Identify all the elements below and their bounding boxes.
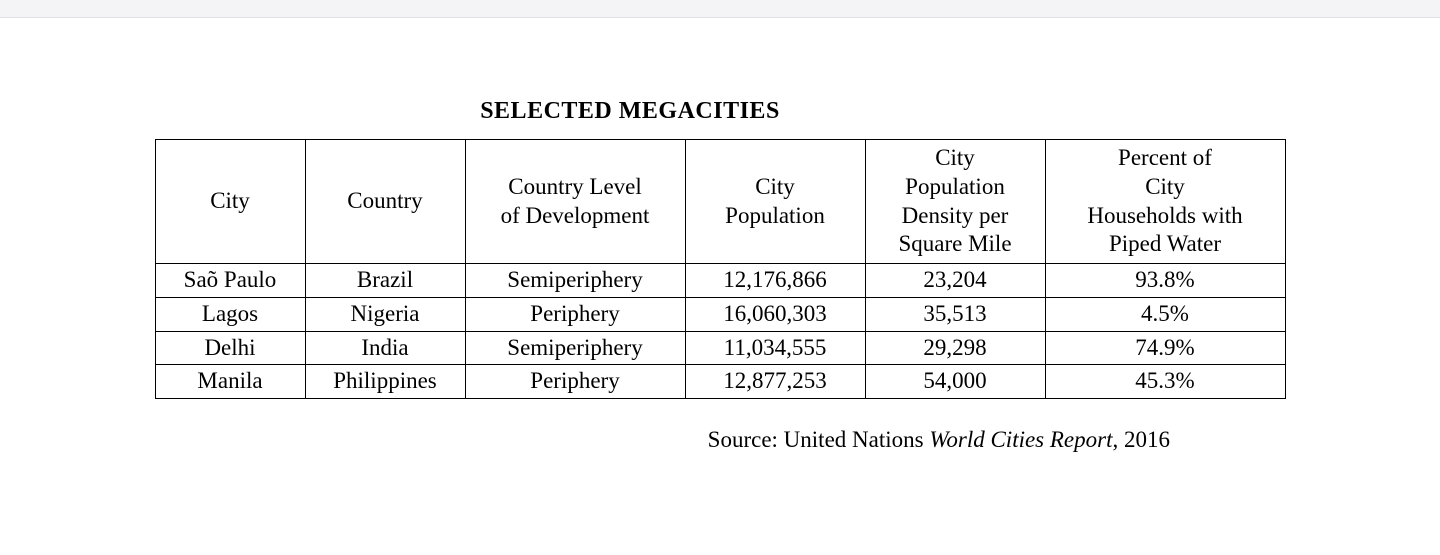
table-row: Lagos Nigeria Periphery 16,060,303 35,51… xyxy=(155,297,1285,331)
cell-population: 12,877,253 xyxy=(685,365,865,399)
cell-city: Saõ Paulo xyxy=(155,264,305,298)
document-content: SELECTED MEGACITIES City Country Country… xyxy=(0,18,1440,483)
cell-country: Brazil xyxy=(305,264,465,298)
col-header-piped-water: Percent ofCityHouseholds withPiped Water xyxy=(1045,140,1285,264)
cell-density: 54,000 xyxy=(865,365,1045,399)
cell-country: Nigeria xyxy=(305,297,465,331)
table-body: Saõ Paulo Brazil Semiperiphery 12,176,86… xyxy=(155,264,1285,399)
source-title: World Cities Report xyxy=(929,427,1112,452)
col-header-country: Country xyxy=(305,140,465,264)
cell-development: Semiperiphery xyxy=(465,331,685,365)
cell-city: Delhi xyxy=(155,331,305,365)
cell-city: Manila xyxy=(155,365,305,399)
table-wrap: City Country Country Levelof Development… xyxy=(60,139,1380,399)
cell-piped-water: 4.5% xyxy=(1045,297,1285,331)
col-header-population: CityPopulation xyxy=(685,140,865,264)
cell-population: 16,060,303 xyxy=(685,297,865,331)
col-header-city: City xyxy=(155,140,305,264)
cell-country: Philippines xyxy=(305,365,465,399)
cell-city: Lagos xyxy=(155,297,305,331)
cell-development: Periphery xyxy=(465,297,685,331)
megacities-table: City Country Country Levelof Development… xyxy=(155,139,1286,399)
source-suffix: , 2016 xyxy=(1113,427,1171,452)
col-header-density: CityPopulationDensity perSquare Mile xyxy=(865,140,1045,264)
table-row: Manila Philippines Periphery 12,877,253 … xyxy=(155,365,1285,399)
cell-development: Semiperiphery xyxy=(465,264,685,298)
top-bar xyxy=(0,0,1440,18)
table-header: City Country Country Levelof Development… xyxy=(155,140,1285,264)
cell-piped-water: 74.9% xyxy=(1045,331,1285,365)
cell-population: 12,176,866 xyxy=(685,264,865,298)
table-row: Delhi India Semiperiphery 11,034,555 29,… xyxy=(155,331,1285,365)
cell-density: 29,298 xyxy=(865,331,1045,365)
col-header-development: Country Levelof Development xyxy=(465,140,685,264)
source-prefix: Source: United Nations xyxy=(708,427,930,452)
source-citation: Source: United Nations World Cities Repo… xyxy=(60,427,1380,453)
cell-population: 11,034,555 xyxy=(685,331,865,365)
table-header-row: City Country Country Levelof Development… xyxy=(155,140,1285,264)
table-row: Saõ Paulo Brazil Semiperiphery 12,176,86… xyxy=(155,264,1285,298)
cell-density: 35,513 xyxy=(865,297,1045,331)
cell-country: India xyxy=(305,331,465,365)
cell-density: 23,204 xyxy=(865,264,1045,298)
cell-piped-water: 93.8% xyxy=(1045,264,1285,298)
table-title: SELECTED MEGACITIES xyxy=(0,98,1380,125)
cell-piped-water: 45.3% xyxy=(1045,365,1285,399)
cell-development: Periphery xyxy=(465,365,685,399)
